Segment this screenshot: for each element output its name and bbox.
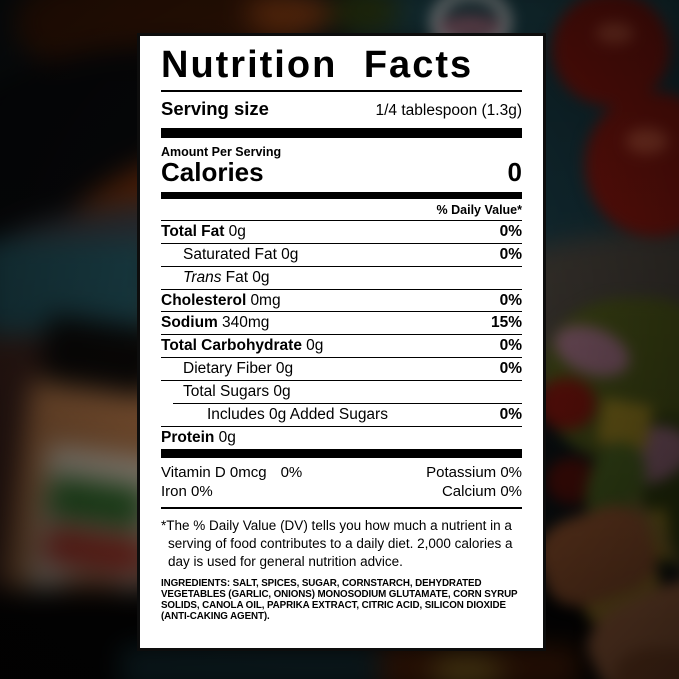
nutrient-row-cholesterol: Cholesterol 0mg 0% [161,288,522,312]
nutrient-name: Dietary Fiber 0g [183,360,294,378]
calcium: Calcium 0% [441,483,522,501]
vitamins-section: Vitamin D 0mcg 0% Potassium 0% Iron 0% Ca… [161,458,522,502]
nutrient-name: Sodium 340mg [161,314,270,332]
nutrient-row-total-carbohydrate: Total Carbohydrate 0g 0% [161,334,522,357]
nutrient-dv: 0% [499,245,522,263]
nutrient-row-total-fat: Total Fat 0g 0% [161,219,522,243]
footnote-line: serving of food contributes to a daily d… [168,535,513,551]
nutrient-row-trans-fat: Trans Fat 0g [161,265,522,289]
nutrient-row-total-sugars: Total Sugars 0g [161,380,522,403]
thick-divider-1 [161,127,522,138]
ingredients-line: VEGETABLES (GARLIC, ONIONS) MONOSODIUM G… [161,588,518,600]
amount-per-serving-label: Amount Per Serving [161,144,282,159]
nutrient-dv: 0% [499,360,522,378]
thick-divider-2 [161,191,522,199]
nutrition-facts-title: Nutrition Facts [161,44,522,92]
footnote-line: day is used for general nutrition advice… [168,553,403,569]
footnote-line: *The % Daily Value (DV) tells you how mu… [161,517,512,533]
nutrient-row-protein: Protein 0g [161,426,522,449]
ingredients-statement: INGREDIENTS: SALT, SPICES, SUGAR, CORNST… [161,578,522,622]
vitamin-row-2: Iron 0% Calcium 0% [161,482,522,502]
serving-size-row: Serving size 1/4 tablespoon (1.3g) [161,98,522,120]
nutrient-name: Protein 0g [161,429,236,446]
nutrient-name: Total Carbohydrate 0g [161,337,324,355]
nutrient-dv: 15% [490,314,522,332]
nutrient-name: Saturated Fat 0g [183,245,299,263]
calories-value: 0 [507,156,522,187]
nutrient-dv: 0% [499,291,522,309]
thick-divider-3 [161,448,522,458]
vitamin-d: Vitamin D 0mcg 0% [161,463,303,481]
nutrient-dv: 0% [499,337,522,355]
nutrient-name: Total Sugars 0g [183,383,291,401]
daily-value-header: % Daily Value* [436,202,522,217]
potassium: Potassium 0% [426,463,522,481]
footnote-asterisk: * [161,517,167,533]
nutrient-row-saturated-fat: Saturated Fat 0g 0% [161,242,522,266]
nutrient-name: Cholesterol 0mg [161,291,281,309]
iron: Iron 0% [161,483,213,501]
ingredients-line: (ANTI-CAKING AGENT). [161,610,270,622]
nutrition-facts-label: Nutrition Facts Serving size 1/4 tablesp… [137,33,546,651]
ingredients-line: SOLIDS, CANOLA OIL, PAPRIKA EXTRACT, CIT… [161,599,506,611]
nutrient-name: Total Fat 0g [161,222,246,240]
daily-value-footnote: *The % Daily Value (DV) tells you how mu… [161,517,522,571]
footnote-divider [161,506,522,509]
nutrient-name: Includes 0g Added Sugars [207,406,388,424]
nutrient-row-dietary-fiber: Dietary Fiber 0g 0% [161,357,522,380]
calories-label: Calories [161,156,264,187]
serving-size-label: Serving size [161,97,269,119]
nutrient-dv: 0% [499,222,522,240]
vitamin-row-1: Vitamin D 0mcg 0% Potassium 0% [161,463,522,483]
ingredients-line: INGREDIENTS: SALT, SPICES, SUGAR, CORNST… [161,577,482,589]
serving-size-value: 1/4 tablespoon (1.3g) [375,101,523,119]
nutrient-row-added-sugars: Includes 0g Added Sugars 0% [173,403,522,426]
nutrient-name: Trans Fat 0g [183,268,270,286]
nutrient-row-sodium: Sodium 340mg 15% [161,311,522,334]
nutrient-dv: 0% [499,406,522,424]
calories-row: Calories 0 [161,156,522,187]
